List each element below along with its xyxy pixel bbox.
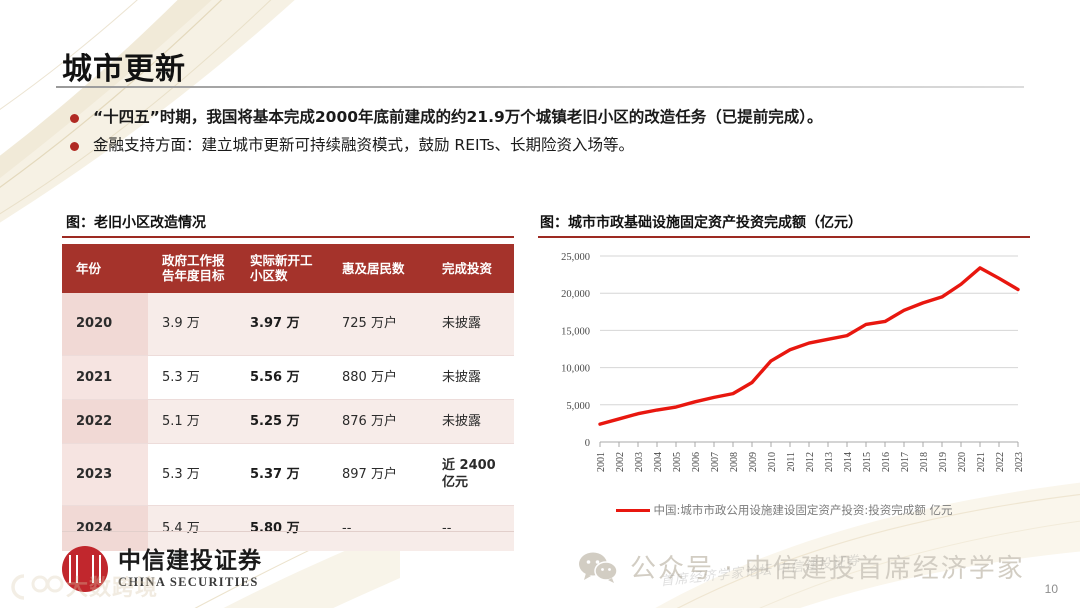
cell-year: 2022 (62, 399, 148, 444)
right-caption-rule (538, 236, 1030, 238)
cell-investment: 未披露 (428, 399, 514, 444)
svg-text:2008: 2008 (729, 452, 740, 472)
china-securities-logo-icon (62, 546, 108, 592)
cell-residents: 876 万户 (328, 399, 428, 444)
svg-text:2016: 2016 (881, 452, 892, 472)
cell-residents: 897 万户 (328, 443, 428, 506)
watermark-text: 大数跨境 (66, 576, 159, 601)
table-bottom-rule (62, 531, 514, 532)
svg-text:2009: 2009 (748, 452, 759, 472)
cell-year: 2020 (62, 293, 148, 356)
list-item: “十四五”时期，我国将基本完成2000年底前建成的约21.9万个城镇老旧小区的改… (70, 106, 1030, 129)
svg-text:0: 0 (585, 438, 590, 449)
title-divider (56, 86, 1024, 88)
cell-target: 5.4 万 (148, 505, 236, 551)
column-header-residents: 惠及居民数 (328, 244, 428, 293)
bullet-text: 金融支持方面：建立城市更新可持续融资模式，鼓励 REITs、长期险资入场等。 (93, 136, 635, 154)
cell-year: 2024 (62, 505, 148, 551)
cell-year: 2023 (62, 443, 148, 506)
company-logo: 中信建投证券 CHINA SECURITIES (62, 546, 262, 592)
svg-text:2015: 2015 (862, 452, 873, 472)
svg-text:2001: 2001 (596, 452, 607, 472)
svg-text:15,000: 15,000 (561, 326, 590, 337)
cell-investment: 未披露 (428, 355, 514, 400)
logo-text-cn: 中信建投证券 (118, 547, 262, 574)
chart-legend: 中国:城市市政公用设施建设固定资产投资:投资完成额 亿元 (538, 502, 1030, 518)
cell-residents: 725 万户 (328, 293, 428, 356)
bullet-text: “十四五”时期，我国将基本完成2000年底前建成的约21.9万个城镇老旧小区的改… (93, 108, 823, 126)
cell-investment: 近 2400 亿元 (428, 443, 514, 506)
svg-text:2023: 2023 (1014, 452, 1025, 472)
column-header-investment: 完成投资 (428, 244, 514, 293)
table-row: 2023 5.3 万 5.37 万 897 万户 近 2400 亿元 (62, 443, 514, 506)
table-row: 2020 3.9 万 3.97 万 725 万户 未披露 (62, 293, 514, 356)
wechat-icon (579, 552, 618, 583)
table-header-row: 年份 政府工作报告年度目标 实际新开工小区数 惠及居民数 完成投资 (62, 244, 514, 293)
svg-text:2013: 2013 (824, 452, 835, 472)
cell-actual: 5.25 万 (236, 399, 328, 444)
svg-text:2010: 2010 (767, 452, 778, 472)
table-row: 2024 5.4 万 5.80 万 -- -- (62, 505, 514, 551)
renovation-table: 年份 政府工作报告年度目标 实际新开工小区数 惠及居民数 完成投资 2020 3… (62, 244, 514, 551)
cell-actual: 3.97 万 (236, 293, 328, 356)
column-header-target: 政府工作报告年度目标 (148, 244, 236, 293)
svg-text:2019: 2019 (938, 452, 949, 472)
svg-text:2003: 2003 (634, 452, 645, 472)
svg-text:2020: 2020 (957, 452, 968, 472)
investment-line-chart: 0 5,000 10,000 15,000 20,000 25,000 2001 2002 20… (538, 244, 1030, 536)
cell-investment: -- (428, 505, 514, 551)
logo-text-en: CHINA SECURITIES (118, 574, 259, 589)
watermark-logo-icon (11, 574, 64, 600)
cell-actual: 5.56 万 (236, 355, 328, 400)
svg-text:2011: 2011 (786, 452, 797, 472)
cell-investment: 未披露 (428, 293, 514, 356)
left-caption-rule (62, 236, 514, 238)
cell-target: 5.1 万 (148, 399, 236, 444)
cell-year: 2021 (62, 355, 148, 400)
svg-text:25,000: 25,000 (561, 252, 590, 263)
svg-text:2021: 2021 (976, 452, 987, 472)
wechat-watermark: 公众号 · 中信建投首席经济学家 (578, 548, 1025, 585)
svg-text:2012: 2012 (805, 452, 816, 472)
cell-target: 5.3 万 (148, 355, 236, 400)
svg-text:10,000: 10,000 (561, 364, 590, 375)
cell-target: 3.9 万 (148, 293, 236, 356)
svg-text:20,000: 20,000 (561, 289, 590, 300)
legend-swatch-icon (615, 508, 650, 512)
wechat-text: 公众号 · 中信建投首席经济学家 (630, 554, 1025, 584)
page-title: 城市更新 (62, 52, 186, 87)
list-item: 金融支持方面：建立城市更新可持续融资模式，鼓励 REITs、长期险资入场等。 (70, 134, 1030, 157)
bullet-dot-icon (70, 142, 79, 151)
svg-text:2017: 2017 (900, 452, 911, 472)
right-chart-caption: 图：城市市政基础设施固定资产投资完成额（亿元） (540, 215, 862, 231)
cell-residents: -- (328, 505, 428, 551)
chart-canvas: 0 5,000 10,000 15,000 20,000 25,000 2001 2002 20… (561, 252, 1025, 472)
cell-actual: 5.80 万 (236, 505, 328, 551)
svg-text:2002: 2002 (615, 452, 626, 472)
svg-text:2006: 2006 (691, 452, 702, 472)
page-number: 10 (1044, 582, 1058, 596)
svg-text:2004: 2004 (653, 452, 664, 472)
svg-text:5,000: 5,000 (566, 401, 590, 412)
svg-text:2007: 2007 (710, 452, 721, 472)
svg-text:2014: 2014 (843, 452, 854, 472)
svg-text:2018: 2018 (919, 452, 930, 472)
bullet-list: “十四五”时期，我国将基本完成2000年底前建成的约21.9万个城镇老旧小区的改… (70, 106, 1030, 162)
svg-text:2005: 2005 (672, 452, 683, 472)
bullet-dot-icon (70, 114, 79, 123)
svg-text:2022: 2022 (995, 452, 1006, 472)
cell-target: 5.3 万 (148, 443, 236, 506)
table-row: 2021 5.3 万 5.56 万 880 万户 未披露 (62, 355, 514, 400)
cell-actual: 5.37 万 (236, 443, 328, 506)
bottom-left-watermark: 大数跨境 (8, 570, 158, 602)
table-row: 2022 5.1 万 5.25 万 876 万户 未披露 (62, 399, 514, 444)
legend-label: 中国:城市市政公用设施建设固定资产投资:投资完成额 亿元 (653, 503, 953, 517)
left-chart-caption: 图：老旧小区改造情况 (66, 215, 206, 231)
column-header-actual: 实际新开工小区数 (236, 244, 328, 293)
cell-residents: 880 万户 (328, 355, 428, 400)
column-header-year: 年份 (62, 244, 148, 293)
